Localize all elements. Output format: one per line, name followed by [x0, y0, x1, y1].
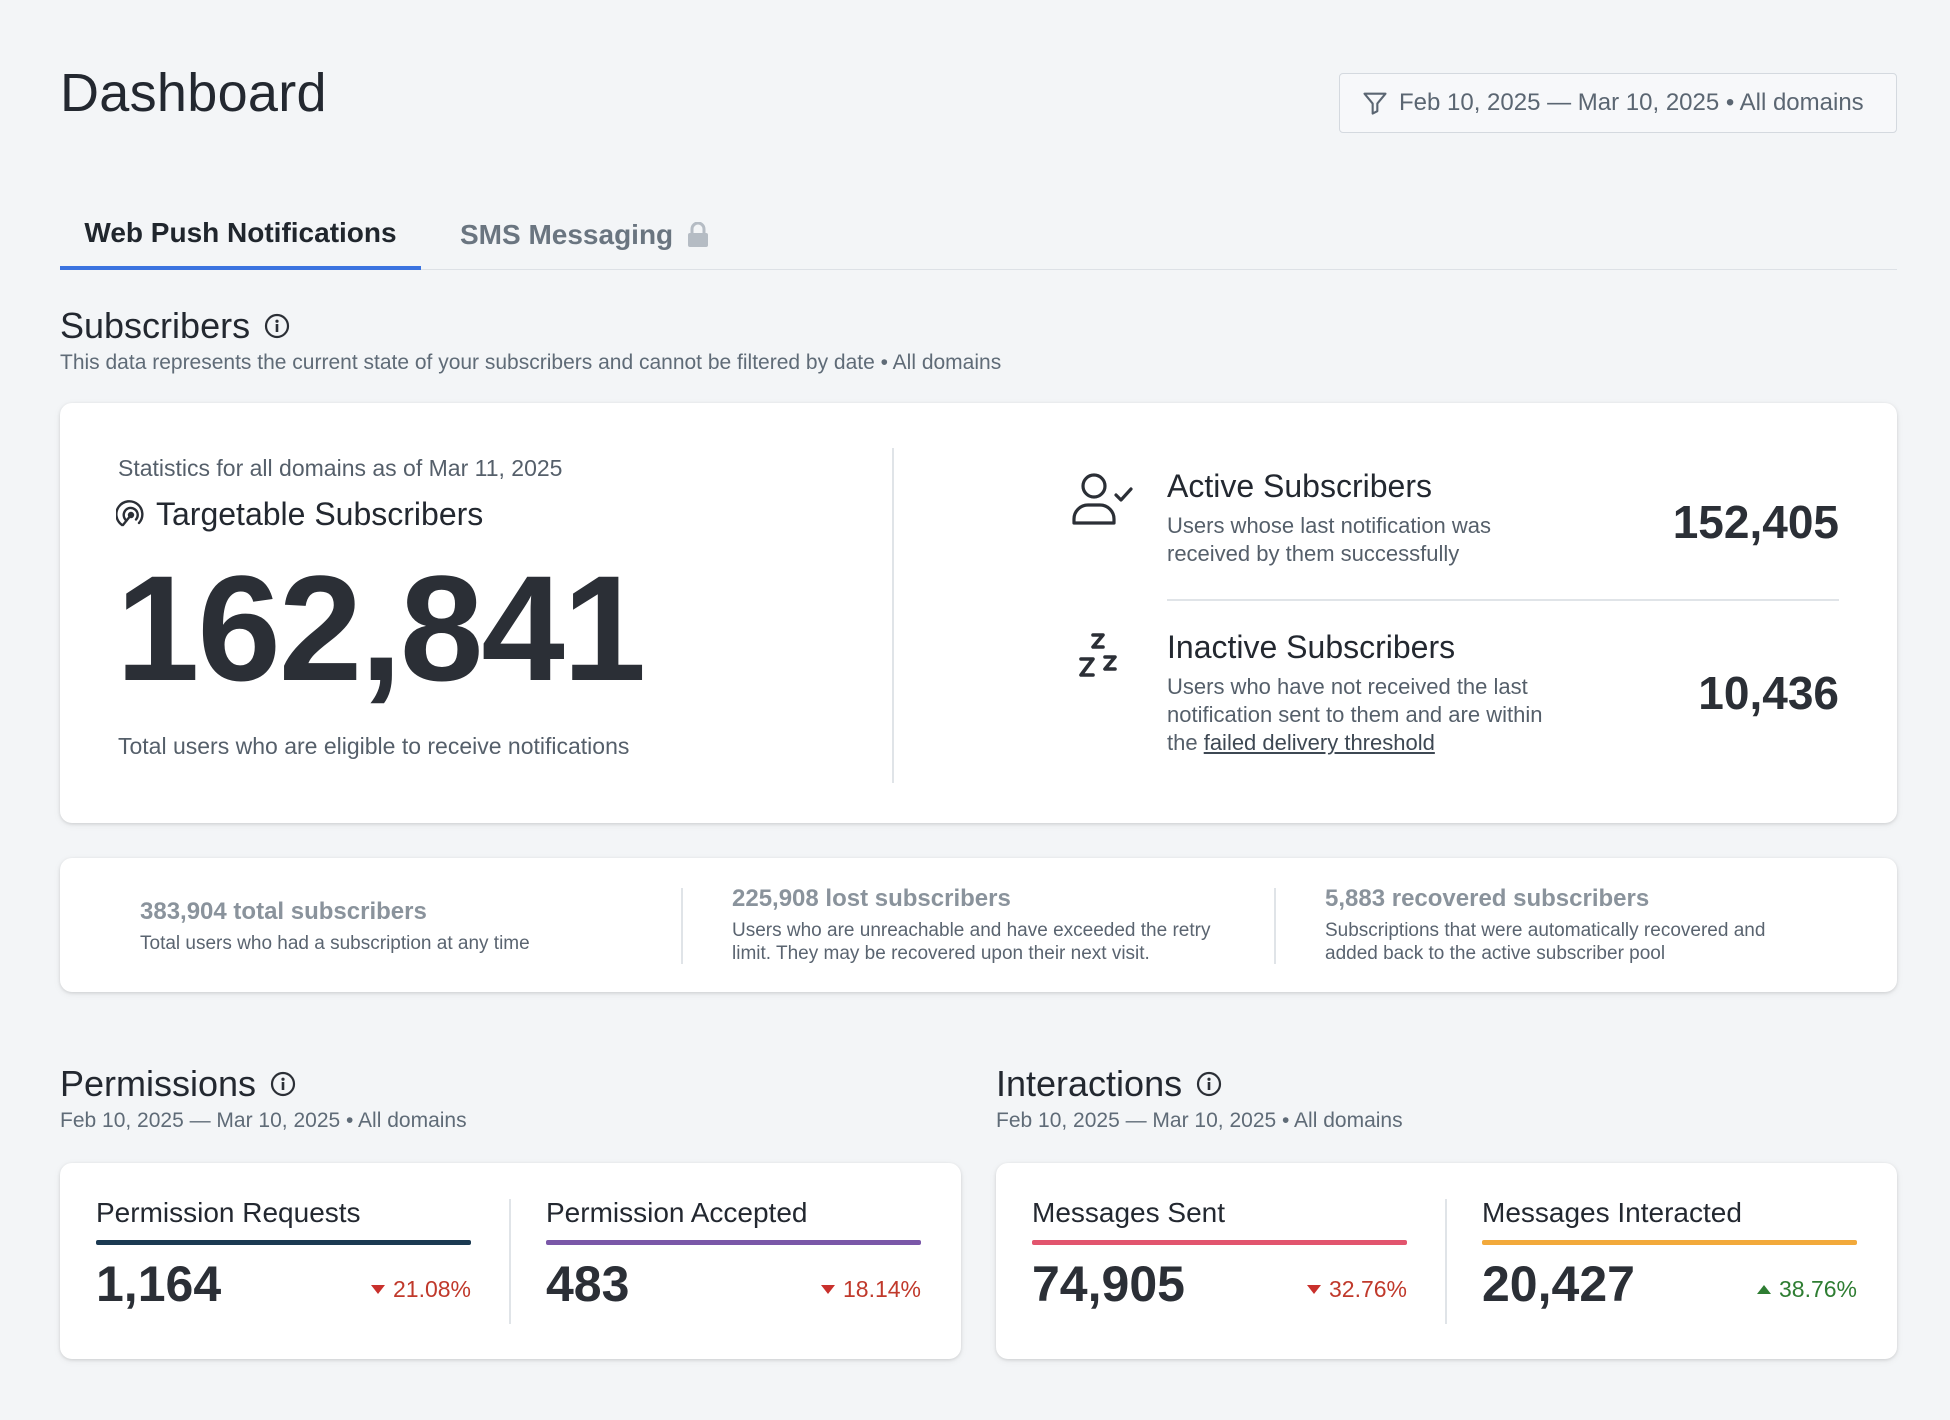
- permissions-card: Permission Requests 1,164 21.08% Permiss…: [60, 1163, 961, 1359]
- inactive-desc-line1: Users who have not received the last: [1167, 674, 1528, 699]
- metric-change: 32.76%: [1306, 1276, 1407, 1309]
- metric-change-value: 18.14%: [842, 1276, 921, 1302]
- metric-change: 21.08%: [370, 1276, 471, 1309]
- interactions-subtitle: Feb 10, 2025 — Mar 10, 2025 • All domain…: [996, 1109, 1403, 1132]
- trend-arrow-icon: [370, 1285, 385, 1294]
- tab-sms-messaging[interactable]: SMS Messaging: [450, 200, 709, 270]
- inactive-desc-line2: notification sent to them and are within: [1167, 702, 1543, 727]
- tab-web-push[interactable]: Web Push Notifications: [60, 200, 421, 270]
- metric-messages-sent: Messages Sent 74,905 32.76%: [1032, 1197, 1407, 1309]
- permissions-heading: Permissions: [60, 1063, 296, 1105]
- metric-change: 38.76%: [1756, 1276, 1857, 1309]
- summary-lost-desc-line1: Users who are unreachable and have excee…: [732, 920, 1211, 941]
- inactive-title: Inactive Subscribers: [1167, 629, 1456, 665]
- metric-color-bar: [96, 1240, 471, 1245]
- metric-label: Permission Accepted: [546, 1197, 808, 1228]
- subscribers-subtitle: This data represents the current state o…: [60, 351, 1002, 374]
- summary-lost-desc-line2: limit. They may be recovered upon their …: [732, 943, 1150, 964]
- summary-lost: 225,908 lost subscribers Users who are u…: [732, 858, 1272, 992]
- permissions-title: Permissions: [60, 1063, 257, 1104]
- targetable-title: Targetable Subscribers: [156, 496, 484, 532]
- tab-sms-label: SMS Messaging: [460, 219, 674, 250]
- metric-messages-interacted: Messages Interacted 20,427 38.76%: [1482, 1197, 1857, 1309]
- subscribers-title: Subscribers: [60, 305, 251, 346]
- metric-value: 483: [546, 1256, 630, 1312]
- summary-total-title: 383,904 total subscribers: [140, 898, 427, 925]
- trend-arrow-icon: [1306, 1285, 1321, 1294]
- targetable-desc: Total users who are eligible to receive …: [118, 733, 630, 759]
- metric-change-value: 38.76%: [1778, 1276, 1857, 1302]
- metric-value: 74,905: [1032, 1256, 1185, 1312]
- divider: [1274, 888, 1276, 964]
- metric-label: Permission Requests: [96, 1197, 361, 1228]
- metric-change-value: 21.08%: [392, 1276, 471, 1302]
- summary-recovered-title: 5,883 recovered subscribers: [1325, 885, 1650, 912]
- trend-arrow-icon: [1756, 1285, 1771, 1294]
- divider: [509, 1199, 511, 1324]
- info-icon[interactable]: [1196, 1071, 1222, 1097]
- inactive-desc: Users who have not received the last not…: [1167, 673, 1542, 757]
- metric-value: 1,164: [96, 1256, 222, 1312]
- interactions-title: Interactions: [996, 1063, 1183, 1104]
- active-title: Active Subscribers: [1167, 468, 1432, 504]
- info-icon[interactable]: [264, 313, 290, 339]
- inactive-desc-line3: the failed delivery threshold: [1167, 729, 1542, 757]
- summary-total-desc: Total users who had a subscription at an…: [140, 933, 530, 954]
- active-desc: Users whose last notification was receiv…: [1167, 512, 1491, 568]
- sleep-zzz-icon: [1079, 633, 1117, 677]
- signal-icon: [116, 499, 144, 526]
- metric-change-value: 32.76%: [1328, 1276, 1407, 1302]
- divider: [892, 448, 894, 783]
- summary-total: 383,904 total subscribers Total users wh…: [140, 858, 640, 992]
- metric-permission-requests: Permission Requests 1,164 21.08%: [96, 1197, 471, 1309]
- subscribers-heading: Subscribers: [60, 305, 290, 347]
- summary-lost-title: 225,908 lost subscribers: [732, 885, 1011, 912]
- metric-label: Messages Interacted: [1482, 1197, 1742, 1228]
- filter-label: Feb 10, 2025 — Mar 10, 2025 • All domain…: [1399, 89, 1864, 116]
- metric-value: 20,427: [1482, 1256, 1635, 1312]
- divider: [681, 888, 683, 964]
- tab-bar: Web Push Notifications SMS Messaging: [60, 200, 1897, 270]
- active-value: 152,405: [1672, 496, 1839, 548]
- interactions-card: Messages Sent 74,905 32.76% Messages Int…: [996, 1163, 1897, 1359]
- metric-color-bar: [546, 1240, 921, 1245]
- inactive-value: 10,436: [1698, 667, 1839, 719]
- filter-icon: [1363, 92, 1387, 115]
- summary-recovered: 5,883 recovered subscribers Subscription…: [1325, 858, 1865, 992]
- summary-lost-desc: Users who are unreachable and have excee…: [732, 919, 1210, 965]
- subscriber-summary-card: 383,904 total subscribers Total users wh…: [60, 858, 1897, 992]
- tab-web-push-label: Web Push Notifications: [84, 217, 397, 248]
- stat-date: Statistics for all domains as of Mar 11,…: [118, 455, 563, 481]
- info-icon[interactable]: [270, 1071, 296, 1097]
- inactive-desc-prefix: the: [1167, 730, 1204, 755]
- metric-change: 18.14%: [820, 1276, 921, 1309]
- active-desc-line2: received by them successfully: [1167, 541, 1460, 566]
- lock-icon: [688, 222, 709, 247]
- page-title: Dashboard: [60, 63, 327, 123]
- metric-color-bar: [1032, 1240, 1407, 1245]
- failed-delivery-threshold-link[interactable]: failed delivery threshold: [1203, 730, 1435, 755]
- date-domain-filter-button[interactable]: Feb 10, 2025 — Mar 10, 2025 • All domain…: [1339, 73, 1897, 133]
- summary-recovered-desc-line1: Subscriptions that were automatically re…: [1325, 920, 1766, 941]
- summary-recovered-desc: Subscriptions that were automatically re…: [1325, 919, 1765, 965]
- divider: [1167, 599, 1839, 601]
- permissions-subtitle: Feb 10, 2025 — Mar 10, 2025 • All domain…: [60, 1109, 467, 1132]
- targetable-heading: Targetable Subscribers: [116, 496, 483, 533]
- metric-label: Messages Sent: [1032, 1197, 1225, 1228]
- metric-color-bar: [1482, 1240, 1857, 1245]
- interactions-heading: Interactions: [996, 1063, 1222, 1105]
- trend-arrow-icon: [820, 1285, 835, 1294]
- subscribers-card: Statistics for all domains as of Mar 11,…: [60, 403, 1897, 823]
- active-desc-line1: Users whose last notification was: [1167, 513, 1492, 538]
- user-check-icon: [1072, 473, 1133, 525]
- targetable-value: 162,841: [116, 544, 646, 712]
- divider: [1445, 1199, 1447, 1324]
- metric-permission-accepted: Permission Accepted 483 18.14%: [546, 1197, 921, 1309]
- summary-recovered-desc-line2: added back to the active subscriber pool: [1325, 943, 1666, 964]
